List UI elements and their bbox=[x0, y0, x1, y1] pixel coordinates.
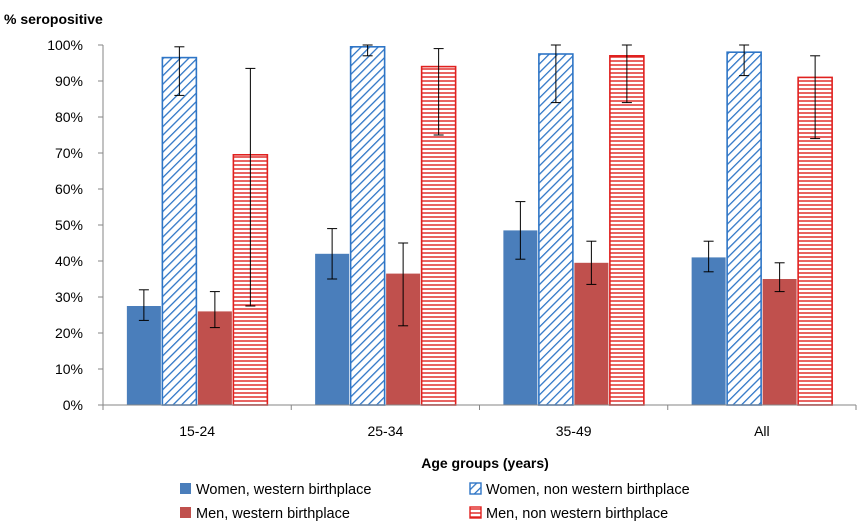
legend-label: Men, non western birthplace bbox=[486, 506, 668, 522]
bar bbox=[574, 262, 609, 405]
y-tick-label: 20% bbox=[55, 325, 83, 341]
bar bbox=[126, 306, 161, 405]
y-tick-label: 70% bbox=[55, 145, 83, 161]
bar bbox=[691, 257, 726, 405]
legend-label: Women, non western birthplace bbox=[486, 482, 690, 498]
y-tick-label: 100% bbox=[47, 37, 83, 53]
legend-swatch bbox=[469, 506, 482, 519]
legend-swatch bbox=[180, 483, 191, 494]
bar bbox=[349, 45, 386, 406]
y-tick-label: 90% bbox=[55, 73, 83, 89]
y-tick-label: 10% bbox=[55, 361, 83, 377]
x-tick-label: 15-24 bbox=[179, 423, 215, 439]
bar bbox=[726, 51, 762, 406]
y-tick-label: 60% bbox=[55, 181, 83, 197]
legend-label: Women, western birthplace bbox=[196, 482, 371, 498]
legend-label: Men, western birthplace bbox=[196, 506, 350, 522]
y-tick-label: 50% bbox=[55, 217, 83, 233]
y-tick-label: 40% bbox=[55, 253, 83, 269]
x-tick-label: 35-49 bbox=[556, 423, 592, 439]
x-tick-label: 25-34 bbox=[367, 423, 403, 439]
legend-swatch bbox=[469, 482, 482, 495]
x-tick-label: All bbox=[754, 423, 770, 439]
legend: Women, western birthplace Women, non west… bbox=[180, 482, 690, 522]
y-tick-label: 30% bbox=[55, 289, 83, 305]
x-axis-title: Age groups (years) bbox=[421, 455, 549, 471]
legend-swatch bbox=[180, 507, 191, 518]
bar bbox=[538, 53, 574, 406]
y-tick-label: 0% bbox=[63, 397, 83, 413]
bar bbox=[161, 56, 198, 406]
y-axis-title: % seropositive bbox=[4, 11, 103, 27]
y-tick-label: 80% bbox=[55, 109, 83, 125]
bar bbox=[609, 54, 645, 406]
bar bbox=[762, 279, 797, 405]
